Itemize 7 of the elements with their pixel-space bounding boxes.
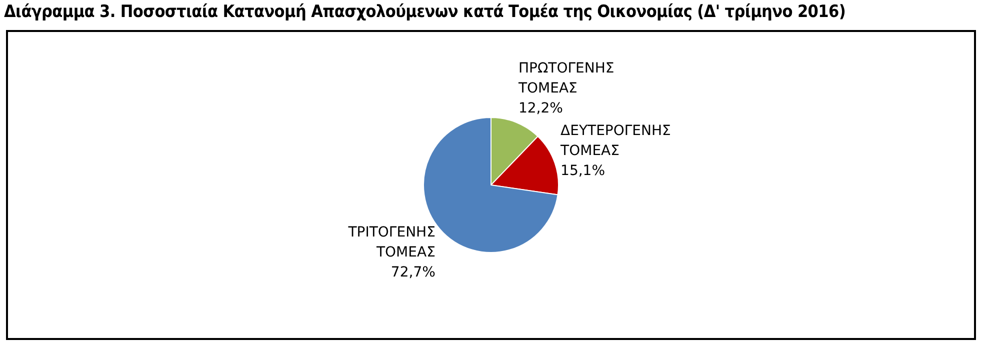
data-label: 15,1% — [560, 163, 606, 180]
slice-label: ΤΡΙΤΟΓΕΝΗΣ ΤΟΜΕΑΣ — [347, 224, 436, 260]
slice-label: ΔΕΥΤΕΡΟΓΕΝΗΣ ΤΟΜΕΑΣ — [560, 123, 671, 160]
chart-title: Διάγραμμα 3. Ποσοστιαία Κατανομή Απασχολούμενων κατά Τομέα της Οικονομίας (Δ' τρίμηνο 2016) — [3, 2, 847, 22]
data-label: 12,2% — [518, 100, 563, 117]
data-label: 72,7% — [390, 264, 436, 280]
slice-label: ΠΡΩΤΟΓΕΝΗΣ ΤΟΜΕΑΣ — [517, 60, 614, 97]
